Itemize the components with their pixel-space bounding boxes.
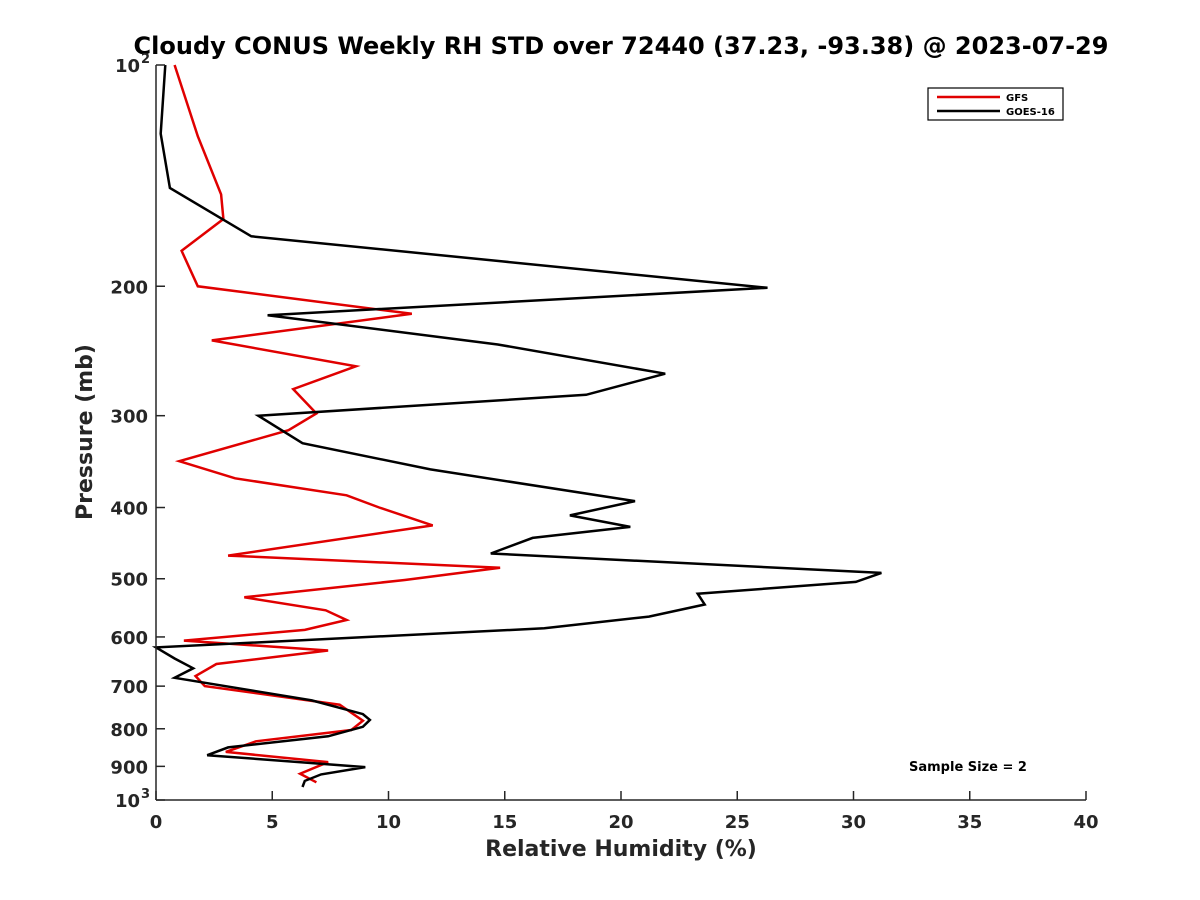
plot-background: [156, 65, 1086, 800]
y-tick-label: 900: [110, 757, 148, 778]
x-tick-label: 5: [266, 812, 279, 833]
x-tick-label: 40: [1073, 812, 1098, 833]
y-tick-label: 10: [115, 56, 140, 77]
chart-title: Cloudy CONUS Weekly RH STD over 72440 (3…: [134, 32, 1109, 60]
series-layer: [151, 64, 882, 788]
x-tick-label: 25: [725, 812, 750, 833]
legend-box: [927, 87, 1064, 121]
y-tick-label: 400: [110, 499, 148, 520]
plot-area: [151, 64, 1086, 801]
x-ticks: 0 5 10 15 20 25 30 35 40: [150, 791, 1099, 833]
y-tick-label: 600: [110, 628, 148, 649]
y-tick-label: 200: [110, 277, 148, 298]
sample-size-annotation: Sample Size = 2: [909, 760, 1027, 775]
legend-label-goes16: GOES-16: [1006, 107, 1055, 118]
legend: GFS GOES-16: [927, 87, 1064, 121]
y-tick-label: 800: [110, 720, 148, 741]
x-tick-label: 15: [492, 812, 517, 833]
y-tick-label-exponent: 3: [141, 787, 150, 802]
series-line-goes16: [151, 64, 882, 788]
series-line-gfs: [173, 64, 501, 784]
x-axis-label: Relative Humidity (%): [485, 837, 757, 862]
x-tick-label: 30: [841, 812, 866, 833]
legend-label-gfs: GFS: [1006, 93, 1028, 104]
x-tick-label: 10: [376, 812, 401, 833]
y-tick-label: 300: [110, 407, 148, 428]
y-axis-label: Pressure (mb): [73, 344, 98, 520]
x-tick-label: 20: [608, 812, 633, 833]
y-tick-label-exponent: 2: [141, 52, 150, 67]
y-tick-label: 10: [115, 791, 140, 812]
x-tick-label: 0: [150, 812, 163, 833]
x-tick-label: 35: [957, 812, 982, 833]
y-tick-label: 500: [110, 570, 148, 591]
y-tick-label: 700: [110, 677, 148, 698]
